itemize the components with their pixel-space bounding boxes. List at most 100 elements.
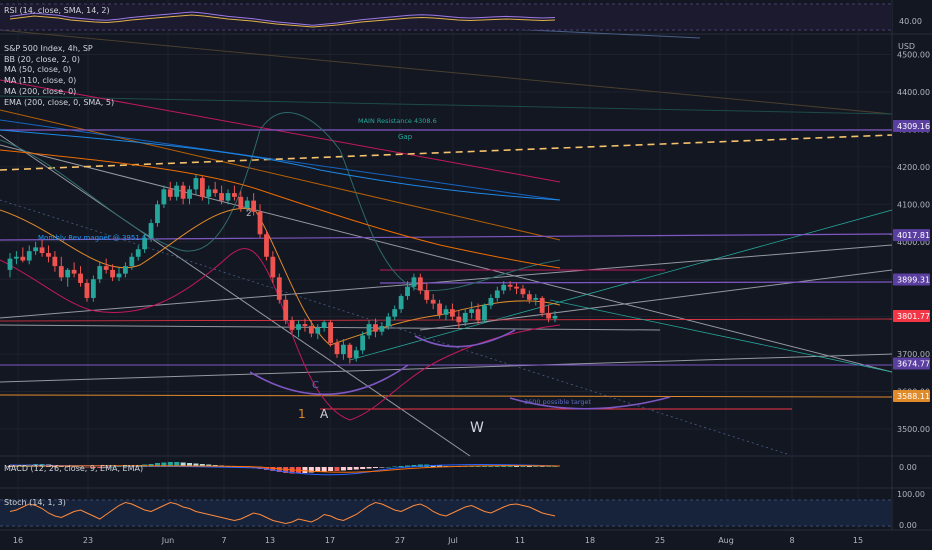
candle [206, 185, 212, 205]
candle [148, 219, 154, 242]
stoch-line [9, 501, 556, 525]
candle-body [199, 178, 205, 197]
candle-body [475, 309, 481, 321]
price-badge [893, 120, 930, 133]
stoch-tick: 100.00 [897, 490, 925, 499]
symbol-title: S&P 500 Index, 4h, SP [4, 44, 93, 53]
legend-item[interactable]: EMA (200, close, 0, SMA, 5) [4, 97, 115, 107]
candle-body [520, 288, 526, 295]
candle [398, 294, 404, 313]
candle [385, 312, 391, 330]
wave-a-label: A [320, 407, 329, 421]
candle-body [450, 309, 455, 317]
candle-body [482, 305, 487, 321]
candle [296, 320, 301, 338]
candle-body [219, 193, 224, 201]
candles-layer [7, 174, 558, 364]
time-tick: 23 [83, 536, 93, 545]
macd-histogram-bar [84, 467, 90, 468]
candle [116, 267, 122, 282]
legend-item[interactable]: BB (20, close, 2, 0) [4, 54, 80, 64]
pattern-arc [414, 329, 516, 348]
candle [161, 185, 167, 209]
time-tick: 18 [585, 536, 595, 545]
candle [225, 189, 231, 205]
candle-body [97, 266, 103, 280]
legend-item[interactable]: MA (110, close, 0) [4, 76, 77, 86]
candle [219, 185, 224, 205]
time-tick: 17 [325, 536, 335, 545]
macd-histogram-bar [514, 465, 520, 467]
candle-body [488, 297, 494, 306]
candle-body [90, 279, 96, 298]
wave-2-label: 2 [246, 209, 252, 219]
candle-body [65, 269, 71, 278]
macd-signal-line [9, 465, 561, 473]
candle-body [58, 266, 64, 278]
macd-histogram-bar [78, 467, 84, 468]
macd-histogram-bar [154, 463, 160, 467]
candle-body [232, 193, 237, 197]
candle [78, 266, 83, 287]
time-tick: Aug [718, 536, 734, 545]
candle [494, 286, 500, 302]
candle-body [347, 344, 353, 358]
candle [97, 262, 103, 283]
price-tick: 4100.00 [897, 200, 930, 209]
candle [417, 273, 423, 295]
candle [71, 262, 77, 278]
candle [328, 320, 333, 347]
candle-body [52, 256, 58, 267]
macd-histogram-bar [90, 467, 96, 468]
legend-item[interactable]: MA (200, close, 0) [4, 86, 77, 96]
trendline [0, 119, 561, 201]
candle-body [360, 335, 366, 351]
candle [52, 251, 58, 272]
legend-item[interactable]: MA (50, close, 0) [4, 65, 72, 75]
macd-histogram-bar [405, 465, 411, 467]
stoch-pane-label: Stoch (14, 1, 3) [4, 498, 66, 507]
macd-histogram-bar [334, 467, 340, 471]
macd-histogram-bar [539, 466, 545, 467]
candle-body [238, 196, 244, 209]
candle [552, 311, 558, 323]
candle-body [430, 299, 436, 304]
candle-body [129, 256, 135, 267]
candle [244, 196, 250, 212]
candle-body [424, 290, 430, 300]
candle-body [546, 312, 551, 319]
candle [270, 251, 276, 283]
candle [103, 258, 109, 274]
candle [302, 318, 308, 332]
candle [488, 294, 494, 310]
time-tick: Jun [161, 536, 175, 545]
candle [283, 294, 289, 325]
candle [212, 181, 218, 197]
candle-body [251, 200, 257, 212]
macd-histogram-bar [193, 463, 199, 467]
candle [475, 303, 481, 325]
macd-histogram-bar [187, 463, 193, 467]
candle-body [244, 200, 250, 209]
price-tick: 4000.00 [897, 238, 930, 247]
time-tick: 15 [853, 536, 863, 545]
trendline [0, 95, 893, 115]
trendline [549, 299, 893, 373]
candle [289, 316, 295, 334]
macd-histogram-bar [379, 467, 385, 468]
macd-histogram-bar [276, 467, 282, 472]
macd-histogram-bar [263, 467, 269, 470]
candle-body [155, 204, 160, 224]
candle-body [33, 247, 39, 252]
rsi-ma-line [9, 14, 556, 28]
bollinger-lower [0, 248, 561, 421]
macd-histogram-bar [65, 466, 71, 467]
macd-histogram-bar [469, 466, 475, 467]
candle [347, 342, 353, 364]
drawings-layer [0, 4, 893, 457]
macd-histogram-bar [321, 467, 327, 472]
price-badge [893, 273, 930, 286]
price-tick: 3500.00 [897, 425, 930, 434]
price-badge [893, 390, 930, 403]
